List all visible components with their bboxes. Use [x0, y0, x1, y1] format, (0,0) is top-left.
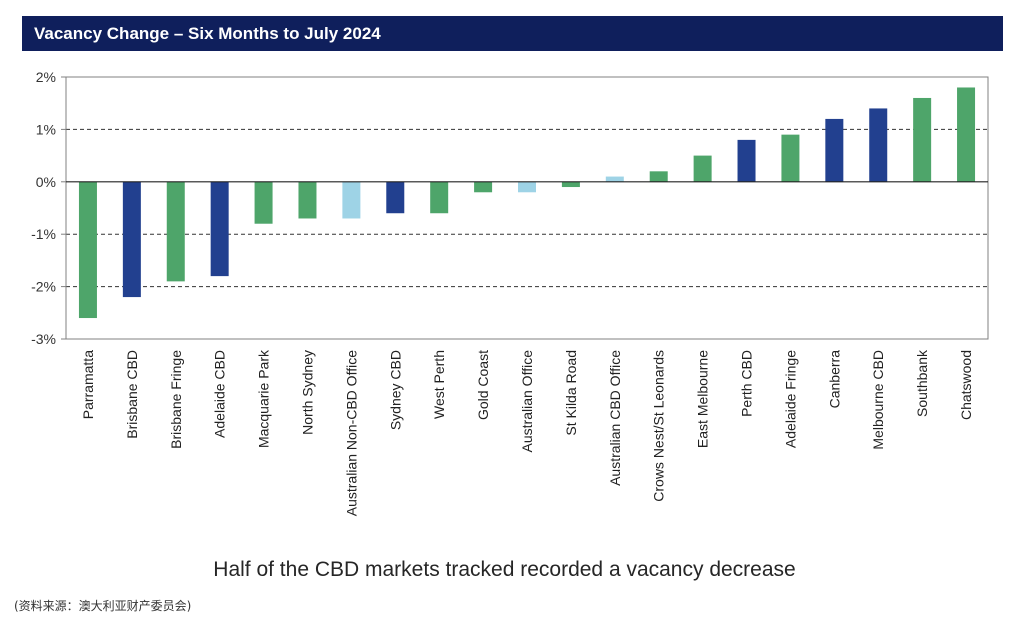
bar-canberra [825, 118, 844, 182]
bar-australian-non-cbd-office [342, 181, 361, 219]
bar-sydney-cbd [386, 181, 405, 214]
y-tick-label: -2% [31, 279, 56, 295]
x-tick-label: Macquarie Park [256, 349, 272, 448]
y-tick-label: -1% [31, 226, 56, 242]
bar-adelaide-fringe [781, 134, 800, 182]
chart-title: Vacancy Change – Six Months to July 2024 [22, 16, 1003, 51]
x-tick-label: Adelaide CBD [212, 350, 228, 438]
x-tick-label: East Melbourne [695, 350, 711, 448]
x-tick-label: Australian CBD Office [607, 350, 623, 486]
x-tick-label: North Sydney [299, 350, 315, 435]
grid-lines [66, 128, 988, 288]
plot-frame [65, 76, 989, 340]
bar-st-kilda-road [561, 181, 580, 188]
bar-melbourne-cbd [869, 108, 888, 182]
x-tick-label: West Perth [431, 350, 447, 419]
bar-brisbane-cbd [122, 181, 141, 298]
y-tick-label: 0% [36, 174, 56, 190]
bar-australian-cbd-office [605, 176, 624, 182]
bar-southbank [913, 97, 932, 182]
bar-north-sydney [298, 181, 317, 219]
x-tick-label: Southbank [914, 349, 930, 417]
y-tick-label: -3% [31, 331, 56, 347]
bar-parramatta [78, 181, 97, 319]
bar-adelaide-cbd [210, 181, 229, 277]
source-note: (资料来源：澳大利亚财产委员会) [14, 599, 192, 613]
x-tick-label: Melbourne CBD [870, 350, 886, 450]
x-tick-label: Gold Coast [475, 350, 491, 420]
chart-caption: Half of the CBD markets tracked recorded… [213, 558, 796, 581]
x-tick-label: Chatswood [958, 350, 974, 420]
bar-macquarie-park [254, 181, 273, 224]
x-tick-label: Parramatta [80, 350, 96, 419]
axes [61, 76, 989, 340]
tick-labels: -3% -2% -1% 0% 1% 2% Parramatta Brisbane CBD Bri… [31, 69, 974, 516]
x-tick-label: Adelaide Fringe [782, 350, 798, 448]
bar-australian-office [518, 181, 536, 193]
bar-east-melbourne [693, 155, 712, 182]
bar-gold-coast [474, 181, 493, 193]
bars [78, 87, 976, 319]
x-tick-label: St Kilda Road [563, 350, 579, 436]
x-tick-label: Brisbane CBD [124, 350, 140, 439]
bar-chart: -3% -2% -1% 0% 1% 2% Parramatta Brisbane CBD Bri… [31, 69, 989, 516]
bar-west-perth [430, 181, 449, 214]
bar-crows-nest-st-leonards [649, 171, 668, 182]
x-tick-label: Australian Non-CBD Office [343, 350, 359, 516]
y-tick-label: 1% [36, 121, 56, 137]
bar-chatswood [957, 87, 976, 182]
x-tick-label: Australian Office [519, 350, 535, 453]
y-tick-label: 2% [36, 69, 56, 85]
bar-brisbane-fringe [166, 181, 185, 282]
x-tick-label: Sydney CBD [387, 350, 403, 430]
x-tick-label: Canberra [826, 350, 842, 409]
x-tick-label: Brisbane Fringe [168, 350, 184, 449]
x-tick-label: Crows Nest/St Leonards [651, 350, 667, 502]
bar-perth-cbd [737, 139, 756, 182]
x-tick-label: Perth CBD [739, 350, 755, 417]
